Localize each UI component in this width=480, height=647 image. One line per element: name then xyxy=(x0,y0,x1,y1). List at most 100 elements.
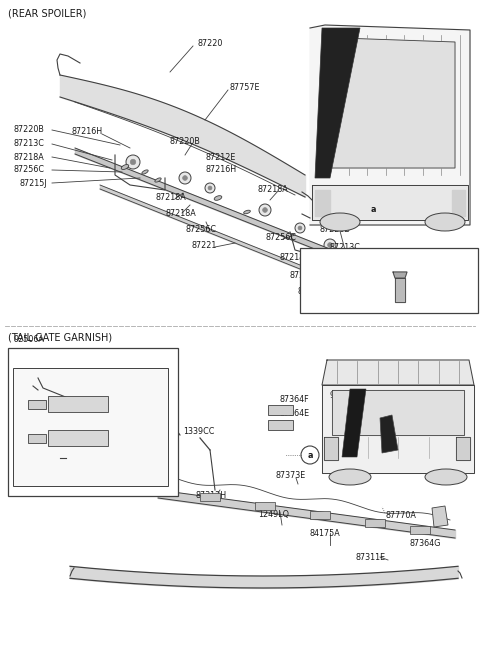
Bar xyxy=(28,400,46,409)
Text: 87364G: 87364G xyxy=(410,538,442,547)
Text: 81260B: 81260B xyxy=(400,419,431,428)
Ellipse shape xyxy=(214,195,222,201)
Text: 87770A: 87770A xyxy=(385,512,416,520)
Polygon shape xyxy=(312,185,468,220)
Bar xyxy=(8,348,178,496)
Text: 87256C: 87256C xyxy=(265,234,296,243)
Ellipse shape xyxy=(142,170,148,174)
Text: 1129AA: 1129AA xyxy=(384,254,416,263)
Text: 87220B: 87220B xyxy=(320,226,351,234)
Text: a: a xyxy=(17,353,23,362)
Text: 87213C: 87213C xyxy=(330,243,361,252)
Text: 87218A: 87218A xyxy=(258,186,289,195)
Ellipse shape xyxy=(425,213,465,231)
Polygon shape xyxy=(315,28,360,178)
Circle shape xyxy=(130,159,136,165)
Text: (TAIL GATE GARNISH): (TAIL GATE GARNISH) xyxy=(8,333,112,343)
Ellipse shape xyxy=(121,164,129,170)
Text: 87214C: 87214C xyxy=(290,270,321,280)
Text: 18645B: 18645B xyxy=(16,399,47,408)
Circle shape xyxy=(205,183,215,193)
Polygon shape xyxy=(330,38,455,168)
Text: 87213C: 87213C xyxy=(14,140,45,149)
Ellipse shape xyxy=(244,210,251,214)
Text: 18645B: 18645B xyxy=(16,432,47,441)
Circle shape xyxy=(208,186,212,190)
Text: 87216H: 87216H xyxy=(72,127,103,137)
Bar xyxy=(410,526,430,534)
Text: a: a xyxy=(370,206,376,215)
Bar xyxy=(48,396,108,412)
Text: 87220B: 87220B xyxy=(170,138,201,146)
Circle shape xyxy=(324,239,336,251)
Ellipse shape xyxy=(155,178,161,182)
Bar xyxy=(268,405,293,415)
Text: 87375F: 87375F xyxy=(120,432,150,441)
Bar xyxy=(268,420,293,430)
Text: a: a xyxy=(307,450,313,459)
Circle shape xyxy=(179,172,191,184)
Text: 87218A: 87218A xyxy=(165,208,196,217)
Text: a: a xyxy=(312,254,318,263)
Polygon shape xyxy=(322,385,474,473)
Circle shape xyxy=(364,201,382,219)
Polygon shape xyxy=(342,389,366,457)
Circle shape xyxy=(126,155,140,169)
Circle shape xyxy=(12,350,28,366)
Text: 87311E: 87311E xyxy=(355,553,385,562)
Text: 1339CC: 1339CC xyxy=(183,428,215,437)
Circle shape xyxy=(263,208,267,212)
Text: 87220B: 87220B xyxy=(14,126,45,135)
Polygon shape xyxy=(324,437,338,460)
Polygon shape xyxy=(310,25,470,225)
Text: 92511: 92511 xyxy=(16,410,41,419)
Text: 87256C: 87256C xyxy=(14,166,45,175)
Text: 87218A: 87218A xyxy=(14,153,45,162)
Text: 87212E: 87212E xyxy=(205,153,235,162)
Text: (REAR SPOILER): (REAR SPOILER) xyxy=(8,9,86,19)
Polygon shape xyxy=(315,190,330,216)
Polygon shape xyxy=(452,190,465,216)
Text: 92511: 92511 xyxy=(16,443,41,452)
Text: 1731JE: 1731JE xyxy=(321,254,348,263)
Text: 87218A: 87218A xyxy=(298,287,329,296)
Bar xyxy=(28,434,46,443)
Text: 87364F: 87364F xyxy=(280,395,310,404)
Text: 87312H: 87312H xyxy=(195,492,226,501)
Polygon shape xyxy=(332,390,464,435)
Bar xyxy=(255,502,275,510)
Text: 87218A: 87218A xyxy=(280,254,311,263)
Polygon shape xyxy=(380,415,398,453)
Text: 87221: 87221 xyxy=(192,241,217,250)
Bar xyxy=(300,248,478,313)
Text: 87215J: 87215J xyxy=(20,179,48,188)
Text: 87216H: 87216H xyxy=(205,166,236,175)
Polygon shape xyxy=(322,360,474,385)
Polygon shape xyxy=(456,437,470,460)
Text: 1249LQ: 1249LQ xyxy=(258,509,289,518)
Circle shape xyxy=(298,226,302,230)
Text: 87757E: 87757E xyxy=(230,83,261,93)
Polygon shape xyxy=(432,506,448,527)
Bar xyxy=(365,519,385,527)
Circle shape xyxy=(295,223,305,233)
Text: 87256C: 87256C xyxy=(185,226,216,234)
Text: 87220: 87220 xyxy=(198,39,223,49)
Circle shape xyxy=(323,280,347,304)
Circle shape xyxy=(182,175,187,181)
Circle shape xyxy=(259,204,271,216)
Ellipse shape xyxy=(425,469,467,485)
Text: 1335AA: 1335AA xyxy=(73,366,104,375)
Text: 1110AA: 1110AA xyxy=(120,419,151,428)
Circle shape xyxy=(307,250,323,266)
Text: 92506A: 92506A xyxy=(13,336,44,344)
Bar xyxy=(13,368,168,486)
Bar xyxy=(48,430,108,446)
Polygon shape xyxy=(393,272,407,278)
Polygon shape xyxy=(395,278,405,302)
Ellipse shape xyxy=(329,469,371,485)
Text: 95750L: 95750L xyxy=(330,391,360,400)
Text: 1243BH: 1243BH xyxy=(16,461,48,470)
Text: 87218A: 87218A xyxy=(155,193,186,203)
Text: 87364E: 87364E xyxy=(280,410,310,419)
